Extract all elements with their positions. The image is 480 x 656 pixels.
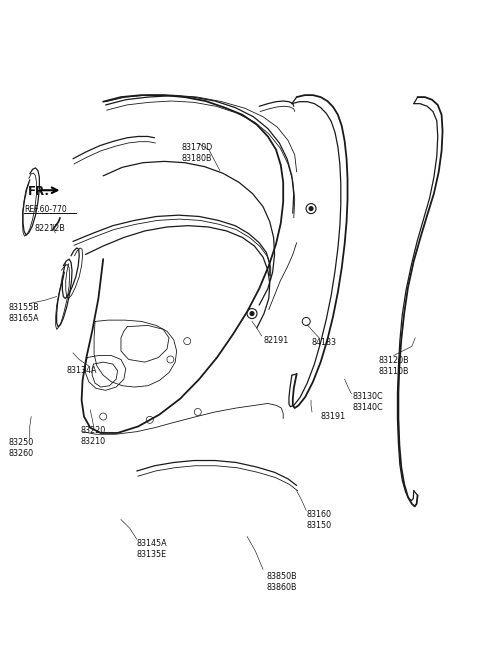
Text: FR.: FR. <box>28 185 50 198</box>
Text: 83120B
83110B: 83120B 83110B <box>378 356 409 376</box>
Text: 83130C
83140C: 83130C 83140C <box>353 392 384 413</box>
Text: 83170D
83180B: 83170D 83180B <box>181 143 213 163</box>
Text: 83220
83210: 83220 83210 <box>81 426 106 447</box>
Text: 83145A
83135E: 83145A 83135E <box>137 539 168 560</box>
Text: 83850B
83860B: 83850B 83860B <box>266 572 297 592</box>
Text: 84183: 84183 <box>311 338 336 347</box>
Text: 83134A: 83134A <box>66 366 97 375</box>
Text: 83160
83150: 83160 83150 <box>306 510 331 531</box>
Text: 83191: 83191 <box>321 412 346 421</box>
Circle shape <box>250 312 254 316</box>
Text: 83250
83260: 83250 83260 <box>9 438 34 459</box>
Text: REF.60-770: REF.60-770 <box>24 205 67 214</box>
Text: 82212B: 82212B <box>35 224 65 234</box>
Circle shape <box>309 207 313 211</box>
Text: 83155B
83165A: 83155B 83165A <box>9 303 39 323</box>
Text: 82191: 82191 <box>263 336 288 345</box>
